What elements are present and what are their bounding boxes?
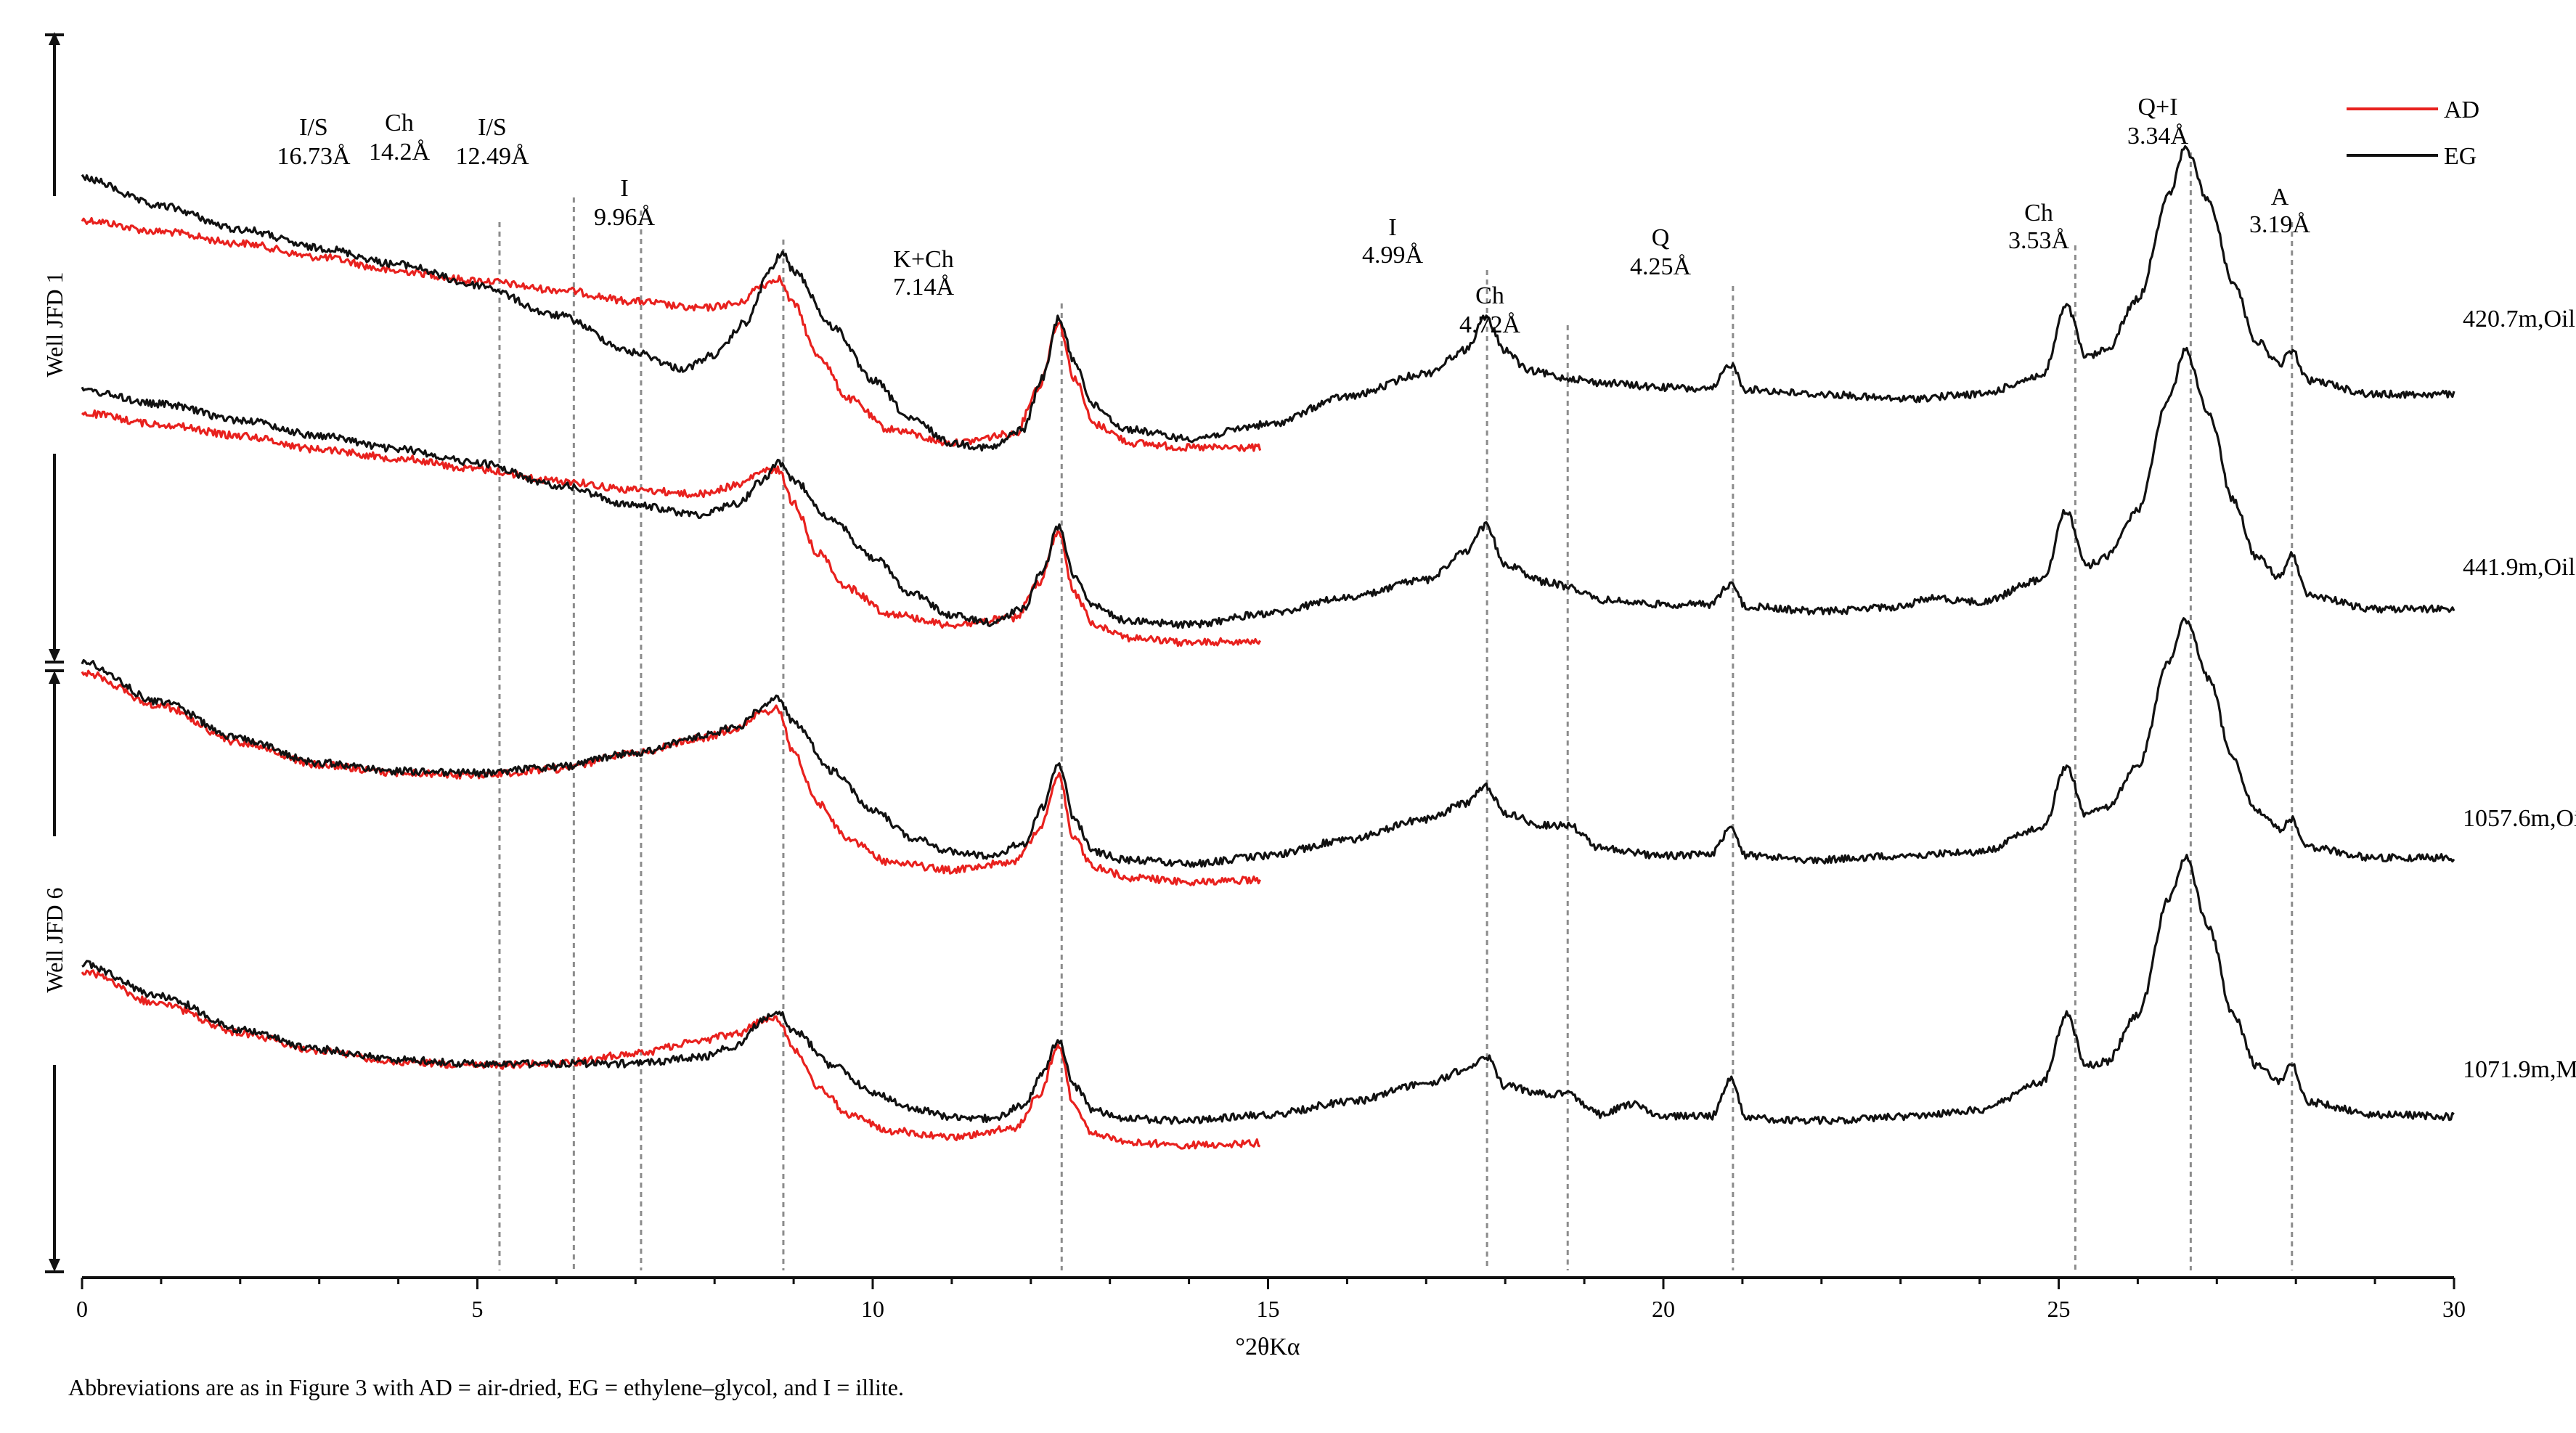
x-tick-label: 30 bbox=[2442, 1296, 2466, 1322]
legend-label-ad: AD bbox=[2444, 97, 2479, 123]
peak-d-spacing-label: 4.72Å bbox=[1459, 311, 1521, 338]
x-axis-ticks: 0 5 10 15 20 25 30 bbox=[76, 1278, 2466, 1322]
peak-d-spacing-label: 3.19Å bbox=[2249, 211, 2311, 238]
well-label-jfd1: Well JFD 1 bbox=[41, 272, 68, 377]
peak-d-spacing-label: 3.53Å bbox=[2008, 227, 2070, 254]
ad-trace bbox=[81, 669, 1262, 886]
peak-mineral-label: Q bbox=[1652, 224, 1670, 251]
peak-reference-lines bbox=[498, 152, 2294, 1270]
peak-d-spacing-label: 9.96Å bbox=[594, 204, 656, 231]
sample-labels: 420.7m,Oil shale 441.9m,Oil shale 1057.6… bbox=[2463, 306, 2576, 1083]
peak-mineral-label: I/S bbox=[478, 114, 507, 141]
ad-trace bbox=[81, 217, 1262, 452]
x-axis-title: °2θKα bbox=[1235, 1334, 1300, 1360]
peak-mineral-label: A bbox=[2271, 184, 2289, 211]
peak-d-spacing-label: 3.34Å bbox=[2127, 123, 2189, 150]
peak-d-spacing-label: 12.49Å bbox=[455, 143, 529, 170]
sample-label: 420.7m,Oil shale bbox=[2463, 306, 2576, 332]
sample-label: 1071.9m,Mudstone bbox=[2463, 1056, 2576, 1083]
legend: AD EG bbox=[2347, 97, 2479, 170]
x-tick-label: 10 bbox=[861, 1296, 884, 1322]
peak-mineral-label: Q+I bbox=[2137, 94, 2177, 121]
x-tick-label: 5 bbox=[472, 1296, 484, 1322]
eg-trace bbox=[81, 145, 2455, 452]
x-tick-label: 25 bbox=[2047, 1296, 2071, 1322]
peak-d-spacing-label: 7.14Å bbox=[893, 274, 955, 301]
peak-mineral-label: I bbox=[620, 175, 628, 202]
peak-d-spacing-label: 4.25Å bbox=[1630, 253, 1692, 280]
figure-caption: Abbreviations are as in Figure 3 with AD… bbox=[68, 1374, 904, 1400]
eg-trace bbox=[81, 617, 2455, 868]
peak-mineral-label: K+Ch bbox=[893, 246, 953, 273]
peak-d-spacing-label: 16.73Å bbox=[277, 143, 351, 170]
well-jfd1-bracket bbox=[45, 32, 64, 664]
eg-trace bbox=[81, 346, 2455, 629]
sample-label: 441.9m,Oil shale bbox=[2463, 554, 2576, 581]
ad-trace bbox=[81, 409, 1262, 648]
peak-mineral-label: I bbox=[1388, 214, 1396, 241]
well-jfd6-bracket bbox=[45, 669, 64, 1273]
peak-labels: I/S16.73ÅCh14.2ÅI/S12.49ÅI9.96ÅK+Ch7.14Å… bbox=[277, 94, 2310, 338]
peak-mineral-label: Ch bbox=[385, 110, 414, 136]
peak-mineral-label: Ch bbox=[2024, 200, 2053, 226]
peak-d-spacing-label: 14.2Å bbox=[369, 139, 431, 166]
well-label-jfd6: Well JFD 6 bbox=[41, 888, 68, 993]
diffraction-traces bbox=[81, 145, 2455, 1150]
x-axis: 0 5 10 15 20 25 30 °2θKα bbox=[76, 1276, 2466, 1360]
peak-mineral-label: I/S bbox=[299, 114, 328, 141]
x-tick-label: 20 bbox=[1652, 1296, 1675, 1322]
x-tick-label: 0 bbox=[76, 1296, 88, 1322]
eg-trace bbox=[81, 854, 2455, 1125]
peak-d-spacing-label: 4.99Å bbox=[1362, 242, 1424, 269]
peak-mineral-label: Ch bbox=[1475, 282, 1504, 309]
x-tick-label: 15 bbox=[1257, 1296, 1280, 1322]
legend-label-eg: EG bbox=[2444, 143, 2477, 170]
sample-label: 1057.6m,Oil shale bbox=[2463, 805, 2576, 832]
